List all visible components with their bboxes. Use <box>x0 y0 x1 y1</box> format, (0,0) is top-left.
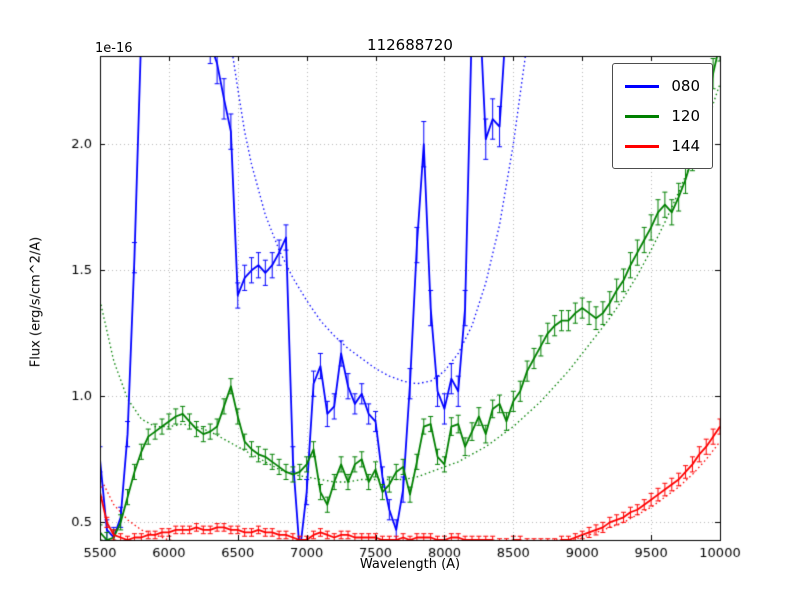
legend-line-swatch <box>625 114 660 118</box>
legend-label: 144 <box>671 136 700 155</box>
y-axis-offset-label: 1e-16 <box>95 41 133 56</box>
legend-label: 080 <box>671 76 700 95</box>
legend-label: 120 <box>671 106 700 125</box>
y-axis-label-text: Flux (erg/s/cm^2/A) <box>28 236 44 368</box>
legend-line-swatch <box>625 84 660 88</box>
legend-item: 120 <box>625 101 700 131</box>
legend-item: 080 <box>625 71 700 101</box>
x-axis-label: Wavelength (A) <box>359 557 461 572</box>
legend-line-swatch <box>625 144 660 148</box>
chart-title: 112688720 <box>367 36 453 54</box>
legend-item: 144 <box>625 131 700 161</box>
legend: 080 120 144 <box>612 63 713 169</box>
